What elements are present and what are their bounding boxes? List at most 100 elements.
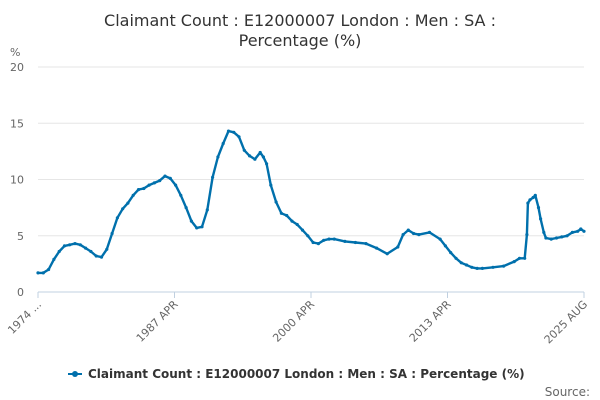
data-point[interactable] (438, 237, 442, 241)
data-point[interactable] (311, 240, 315, 245)
data-point[interactable] (105, 247, 109, 251)
data-point[interactable] (195, 226, 199, 230)
data-point[interactable] (523, 256, 527, 260)
data-point[interactable] (200, 225, 204, 229)
data-point[interactable] (99, 255, 104, 259)
data-point[interactable] (533, 193, 537, 197)
data-point[interactable] (279, 211, 283, 215)
data-point[interactable] (536, 206, 541, 210)
data-point[interactable] (417, 233, 421, 237)
data-point[interactable] (290, 219, 294, 223)
data-point[interactable] (544, 236, 548, 240)
data-point[interactable] (226, 129, 231, 133)
data-point[interactable] (528, 198, 532, 202)
data-point[interactable] (560, 235, 564, 239)
data-point[interactable] (322, 238, 326, 242)
data-point[interactable] (152, 181, 156, 185)
data-point[interactable] (554, 236, 559, 240)
data-point[interactable] (189, 219, 193, 223)
data-point[interactable] (443, 244, 447, 248)
legend[interactable]: Claimant Count : E12000007 London : Men … (68, 367, 525, 381)
data-point[interactable] (454, 256, 458, 260)
data-point[interactable] (253, 157, 257, 161)
data-point[interactable] (480, 266, 484, 270)
data-point[interactable] (375, 246, 379, 250)
data-point[interactable] (158, 179, 162, 183)
data-point[interactable] (184, 206, 188, 210)
data-point[interactable] (78, 243, 82, 247)
data-point[interactable] (343, 239, 347, 243)
data-point[interactable] (258, 150, 262, 155)
data-point[interactable] (531, 195, 535, 200)
data-point[interactable] (47, 267, 51, 272)
data-point[interactable] (464, 263, 469, 267)
data-point[interactable] (470, 265, 474, 269)
data-point[interactable] (576, 229, 580, 233)
data-point[interactable] (459, 261, 463, 265)
data-point[interactable] (248, 154, 252, 158)
data-point[interactable] (168, 176, 172, 180)
data-point[interactable] (121, 207, 125, 211)
data-point[interactable] (136, 188, 141, 192)
data-point[interactable] (205, 208, 209, 212)
data-point[interactable] (265, 162, 269, 166)
data-point[interactable] (179, 193, 183, 197)
data-point[interactable] (285, 213, 289, 218)
data-point[interactable] (353, 240, 357, 245)
data-point[interactable] (57, 249, 61, 254)
data-point[interactable] (502, 264, 506, 268)
data-point[interactable] (163, 174, 167, 178)
data-point[interactable] (542, 230, 546, 234)
data-point[interactable] (316, 242, 320, 246)
data-point[interactable] (406, 228, 410, 232)
data-point[interactable] (84, 246, 88, 250)
data-point[interactable] (211, 175, 215, 179)
data-point[interactable] (491, 265, 495, 269)
data-point[interactable] (526, 201, 530, 205)
data-point[interactable] (512, 260, 516, 264)
data-point[interactable] (295, 222, 299, 227)
data-point[interactable] (41, 271, 45, 275)
data-point[interactable] (300, 228, 305, 232)
data-point[interactable] (306, 234, 310, 238)
data-point[interactable] (52, 257, 56, 261)
data-point[interactable] (539, 217, 543, 221)
data-point[interactable] (475, 266, 479, 270)
data-point[interactable] (68, 243, 72, 247)
data-point[interactable] (517, 256, 522, 260)
data-point[interactable] (412, 231, 416, 236)
data-point[interactable] (89, 249, 93, 254)
data-point[interactable] (549, 237, 553, 241)
data-point[interactable] (221, 141, 225, 146)
data-point[interactable] (427, 230, 432, 234)
data-point[interactable] (94, 254, 98, 258)
data-point[interactable] (364, 242, 368, 246)
data-point[interactable] (147, 183, 151, 187)
data-point[interactable] (142, 186, 146, 191)
data-point[interactable] (237, 135, 241, 139)
data-point[interactable] (110, 231, 114, 236)
data-point[interactable] (216, 155, 220, 159)
data-point[interactable] (401, 233, 405, 237)
data-point[interactable] (327, 237, 331, 241)
data-point[interactable] (570, 230, 575, 234)
data-point[interactable] (385, 252, 389, 256)
data-point[interactable] (449, 251, 453, 255)
data-point[interactable] (274, 200, 278, 204)
data-point[interactable] (261, 155, 265, 159)
data-point[interactable] (174, 183, 178, 187)
data-point[interactable] (565, 234, 569, 238)
data-point[interactable] (525, 233, 529, 237)
data-point[interactable] (126, 201, 130, 205)
data-point[interactable] (131, 193, 135, 197)
data-point[interactable] (269, 183, 273, 187)
data-point[interactable] (62, 244, 67, 248)
data-point[interactable] (579, 227, 583, 231)
data-point[interactable] (36, 271, 40, 275)
data-point[interactable] (582, 229, 586, 233)
data-point[interactable] (242, 148, 246, 152)
data-point[interactable] (73, 242, 77, 246)
data-point[interactable] (115, 216, 119, 220)
data-point[interactable] (332, 237, 336, 241)
data-point[interactable] (232, 130, 236, 134)
